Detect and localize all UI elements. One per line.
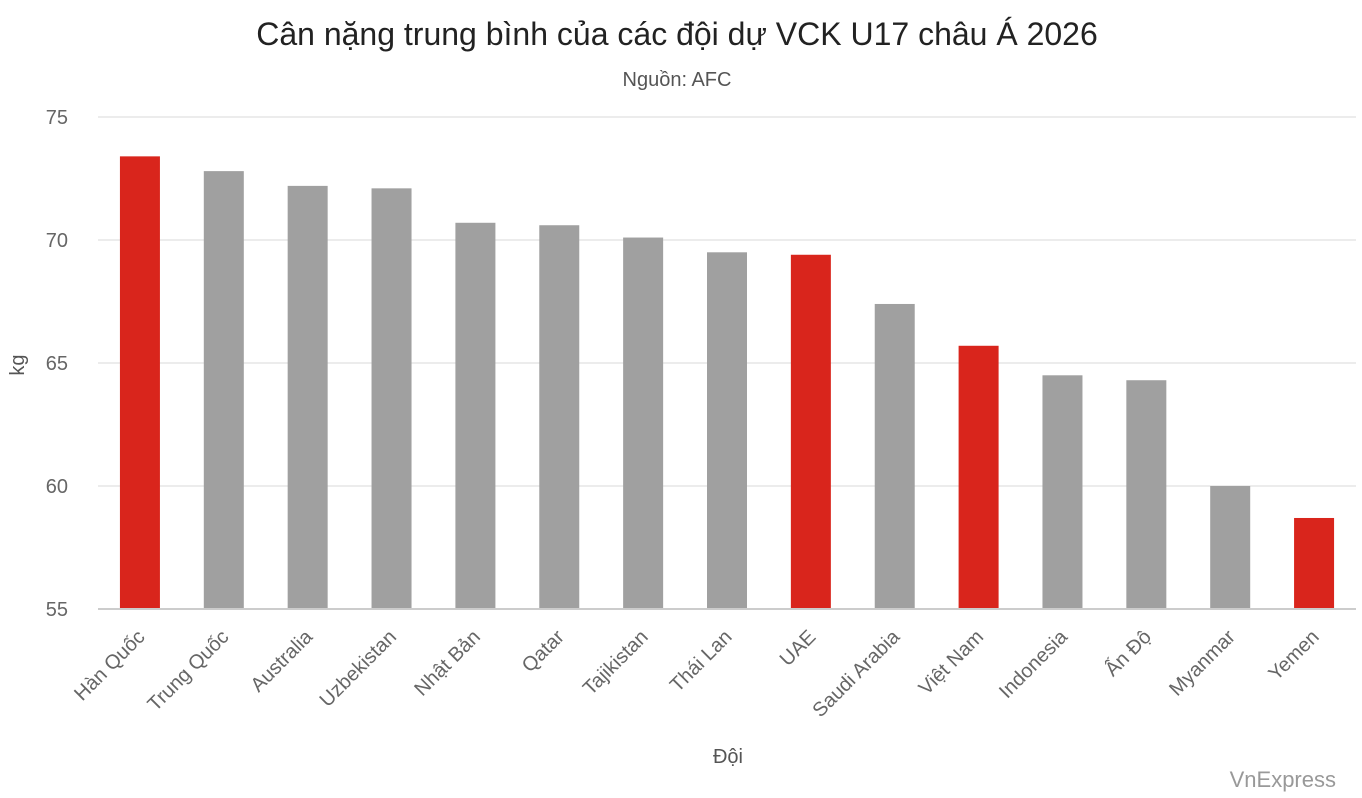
bar: [1294, 517, 1335, 609]
x-category-label: Myanmar: [1165, 626, 1240, 701]
bar: [119, 156, 160, 610]
chart-subtitle: Nguồn: AFC: [623, 69, 732, 91]
x-category-label: Uzbekistan: [316, 626, 402, 712]
x-category-label: Yemen: [1265, 626, 1324, 685]
x-category-label: UAE: [776, 626, 821, 671]
bar: [539, 225, 580, 610]
y-axis-ticks: 55 60 65 70 75: [46, 107, 68, 621]
bar: [874, 303, 915, 609]
bar: [790, 254, 831, 609]
x-category-label: Australia: [247, 625, 318, 696]
x-category-label: Tajikistan: [579, 626, 653, 700]
bar: [371, 188, 412, 609]
bar: [1210, 486, 1251, 609]
y-tick-label: 55: [46, 599, 68, 621]
y-axis-label: kg: [7, 354, 29, 375]
x-category-label: Trung Quốc: [144, 626, 234, 716]
bar: [1126, 380, 1167, 609]
chart-title: Cân nặng trung bình của các đội dự VCK U…: [256, 16, 1098, 52]
x-category-label: Việt Nam: [915, 626, 988, 699]
x-category-label: Saudi Arabia: [809, 625, 905, 721]
y-tick-label: 65: [46, 353, 68, 375]
bar: [203, 171, 244, 609]
x-category-label: Indonesia: [995, 625, 1073, 703]
bars: [119, 156, 1335, 610]
bar: [707, 252, 747, 610]
x-category-label: Ấn Độ: [1100, 625, 1156, 681]
y-tick-label: 75: [46, 107, 68, 129]
x-category-label: Hàn Quốc: [70, 626, 149, 705]
y-tick-label: 60: [46, 476, 68, 498]
x-category-label: Qatar: [518, 626, 569, 677]
bar: [287, 185, 328, 609]
bar: [958, 345, 999, 609]
bar: [1042, 375, 1083, 609]
x-category-label: Thái Lan: [666, 626, 737, 697]
x-category-label: Nhật Bản: [410, 626, 485, 701]
x-axis-label: Đội: [713, 746, 743, 768]
credit-label: VnExpress: [1230, 767, 1336, 792]
bar: [455, 222, 496, 609]
y-tick-label: 70: [46, 230, 68, 252]
bar: [623, 237, 664, 610]
